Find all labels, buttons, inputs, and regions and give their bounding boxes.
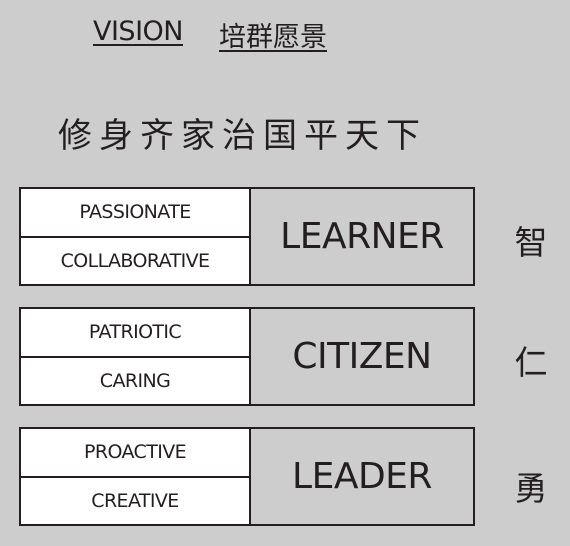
motto: 修身齐家治国平天下 [58, 116, 427, 156]
trait-creative: CREATIVE [21, 475, 249, 524]
role-learner: LEARNER [251, 189, 473, 284]
trait-proactive: PROACTIVE [21, 429, 249, 476]
vision-title-en: VISION [93, 16, 183, 47]
trait-collaborative: COLLABORATIVE [21, 235, 249, 284]
virtue-benevolence: 仁 [514, 343, 548, 382]
citizen-traits: PATRIOTIC CARING [21, 309, 251, 404]
vision-title-zh: 培群愿景 [219, 22, 327, 53]
learner-block: PASSIONATE COLLABORATIVE LEARNER [19, 187, 475, 286]
leader-traits: PROACTIVE CREATIVE [21, 429, 251, 524]
citizen-block: PATRIOTIC CARING CITIZEN [19, 307, 475, 406]
virtue-wisdom: 智 [514, 223, 548, 262]
vision-header: VISION 培群愿景 [0, 14, 570, 54]
role-citizen: CITIZEN [251, 309, 473, 404]
trait-patriotic: PATRIOTIC [21, 309, 249, 356]
trait-caring: CARING [21, 355, 249, 404]
role-leader: LEADER [251, 429, 473, 524]
leader-block: PROACTIVE CREATIVE LEADER [19, 427, 475, 526]
learner-traits: PASSIONATE COLLABORATIVE [21, 189, 251, 284]
virtue-courage: 勇 [514, 469, 548, 508]
trait-passionate: PASSIONATE [21, 189, 249, 236]
